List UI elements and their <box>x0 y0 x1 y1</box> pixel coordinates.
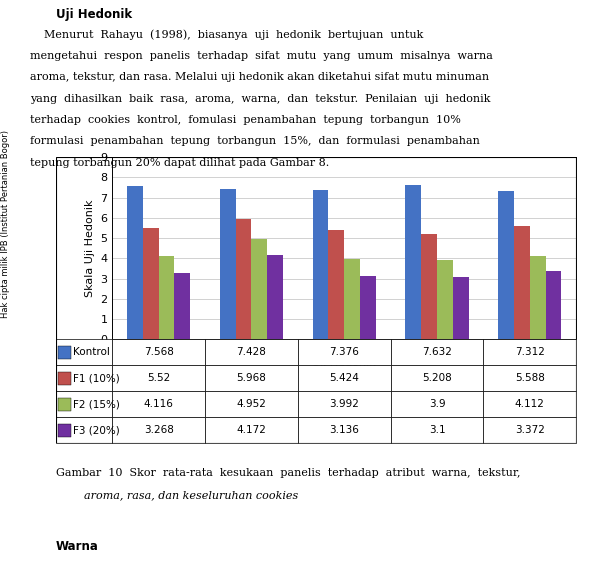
Bar <box>205 417 298 443</box>
Text: aroma, tekstur, dan rasa. Melalui uji hedonik akan diketahui sifat mutu minuman: aroma, tekstur, dan rasa. Melalui uji he… <box>30 72 489 82</box>
Text: terhadap  cookies  kontrol,  fomulasi  penambahan  tepung  torbangun  10%: terhadap cookies kontrol, fomulasi penam… <box>30 115 460 125</box>
Bar <box>329 229 344 339</box>
Text: 3.992: 3.992 <box>329 399 359 410</box>
Text: Hak cipta milik IPB (Institut Pertanian Bogor): Hak cipta milik IPB (Institut Pertanian … <box>1 130 11 319</box>
Bar <box>236 218 251 339</box>
Text: 3.372: 3.372 <box>515 425 545 435</box>
Text: Warna: Warna <box>56 540 99 553</box>
Bar <box>483 417 576 443</box>
Bar <box>56 365 112 392</box>
Text: Kontrol: Kontrol <box>73 347 110 357</box>
Text: 3.1: 3.1 <box>428 425 446 435</box>
Text: 3.268: 3.268 <box>144 425 174 435</box>
Bar <box>112 339 205 365</box>
Bar <box>483 392 576 417</box>
Text: 3.9: 3.9 <box>428 399 446 410</box>
Bar <box>59 346 71 359</box>
Bar <box>59 398 71 411</box>
Bar <box>205 392 298 417</box>
Bar <box>56 339 112 365</box>
Bar <box>143 228 158 339</box>
Text: 5.588: 5.588 <box>515 373 545 383</box>
Text: formulasi  penambahan  tepung  torbangun  15%,  dan  formulasi  penambahan: formulasi penambahan tepung torbangun 15… <box>30 136 479 146</box>
Bar <box>437 260 453 339</box>
Text: mengetahui  respon  panelis  terhadap  sifat  mutu  yang  umum  misalnya  warna: mengetahui respon panelis terhadap sifat… <box>30 51 492 61</box>
Bar <box>112 365 205 392</box>
Bar <box>56 392 112 417</box>
Bar <box>391 339 483 365</box>
Bar <box>56 417 112 443</box>
Text: tepung torbangun 20% dapat dilihat pada Gambar 8.: tepung torbangun 20% dapat dilihat pada … <box>30 158 329 168</box>
Text: 7.632: 7.632 <box>422 347 452 357</box>
Bar <box>251 239 267 339</box>
Text: 5.424: 5.424 <box>329 373 359 383</box>
Bar <box>174 273 190 339</box>
Text: 4.116: 4.116 <box>144 399 174 410</box>
Text: 4.172: 4.172 <box>236 425 267 435</box>
Bar <box>298 339 391 365</box>
Bar <box>391 392 483 417</box>
Bar <box>298 392 391 417</box>
Text: 4.112: 4.112 <box>515 399 545 410</box>
Text: 7.376: 7.376 <box>329 347 359 357</box>
Text: Menurut  Rahayu  (1998),  biasanya  uji  hedonik  bertujuan  untuk: Menurut Rahayu (1998), biasanya uji hedo… <box>30 30 423 40</box>
Text: F3 (20%): F3 (20%) <box>73 425 120 435</box>
Bar <box>344 259 360 339</box>
Text: yang  dihasilkan  baik  rasa,  aroma,  warna,  dan  tekstur.  Penilaian  uji  he: yang dihasilkan baik rasa, aroma, warna,… <box>30 94 490 104</box>
Text: 5.52: 5.52 <box>147 373 170 383</box>
Bar <box>298 365 391 392</box>
Bar <box>421 234 437 339</box>
Bar <box>112 392 205 417</box>
Bar <box>205 339 298 365</box>
Bar <box>514 226 530 339</box>
Bar <box>158 256 174 339</box>
Bar <box>360 276 376 339</box>
Text: F1 (10%): F1 (10%) <box>73 373 120 383</box>
Bar <box>530 256 545 339</box>
Text: aroma, rasa, dan keseluruhan cookies: aroma, rasa, dan keseluruhan cookies <box>56 490 298 500</box>
Bar <box>391 365 483 392</box>
Bar <box>127 186 143 339</box>
Bar <box>298 417 391 443</box>
Bar <box>405 185 421 339</box>
Bar <box>220 189 236 339</box>
Bar <box>59 372 71 385</box>
Text: 3.136: 3.136 <box>329 425 359 435</box>
Text: Uji Hedonik: Uji Hedonik <box>56 8 132 21</box>
Bar <box>112 417 205 443</box>
Text: 5.208: 5.208 <box>422 373 452 383</box>
Bar <box>313 190 329 339</box>
Text: F2 (15%): F2 (15%) <box>73 399 120 410</box>
Bar <box>483 339 576 365</box>
Text: 7.312: 7.312 <box>515 347 545 357</box>
Bar <box>483 365 576 392</box>
Bar <box>59 424 71 436</box>
Bar <box>453 277 469 339</box>
Y-axis label: Skala Uji Hedonik: Skala Uji Hedonik <box>85 200 95 297</box>
X-axis label: Uji Hedonik: Uji Hedonik <box>313 358 376 369</box>
Bar <box>205 365 298 392</box>
Text: 5.968: 5.968 <box>236 373 267 383</box>
Bar <box>498 191 514 339</box>
Text: Gambar  10  Skor  rata-rata  kesukaan  panelis  terhadap  atribut  warna,  tekst: Gambar 10 Skor rata-rata kesukaan paneli… <box>56 468 521 479</box>
Bar <box>391 417 483 443</box>
Text: 7.428: 7.428 <box>236 347 267 357</box>
Text: 7.568: 7.568 <box>144 347 174 357</box>
Bar <box>545 271 561 339</box>
Text: 4.952: 4.952 <box>236 399 267 410</box>
Bar <box>267 255 283 339</box>
